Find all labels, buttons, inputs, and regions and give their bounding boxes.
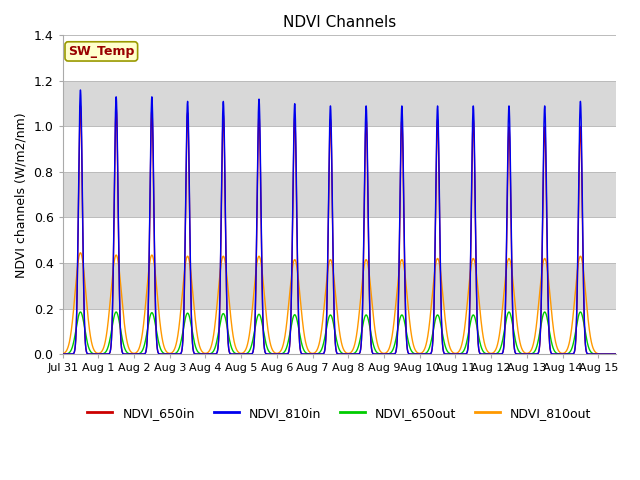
Text: SW_Temp: SW_Temp [68,45,134,58]
Title: NDVI Channels: NDVI Channels [283,15,396,30]
Bar [63,126,616,172]
Bar [63,217,616,263]
Legend: NDVI_650in, NDVI_810in, NDVI_650out, NDVI_810out: NDVI_650in, NDVI_810in, NDVI_650out, NDV… [83,402,596,425]
Y-axis label: NDVI channels (W/m2/nm): NDVI channels (W/m2/nm) [15,112,28,277]
Bar [63,309,616,354]
Bar [63,36,616,81]
